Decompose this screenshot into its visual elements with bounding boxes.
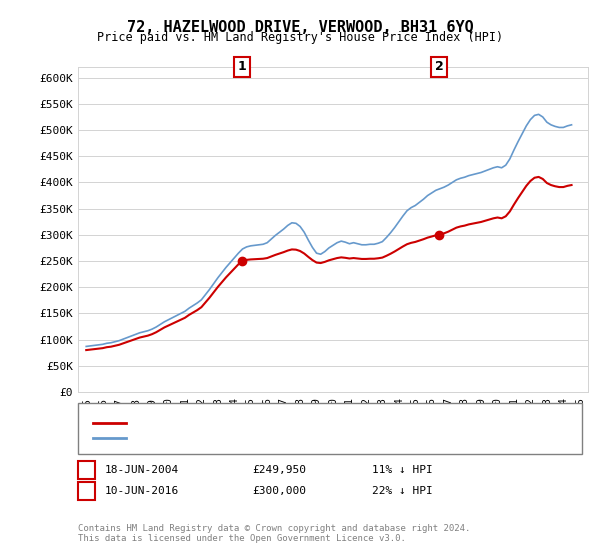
Text: 1: 1 [238,60,246,73]
Text: 2: 2 [83,484,90,497]
Text: HPI: Average price, detached house, Dorset: HPI: Average price, detached house, Dors… [129,433,392,443]
Text: 72, HAZELWOOD DRIVE, VERWOOD, BH31 6YQ: 72, HAZELWOOD DRIVE, VERWOOD, BH31 6YQ [127,20,473,35]
Text: Contains HM Land Registry data © Crown copyright and database right 2024.
This d: Contains HM Land Registry data © Crown c… [78,524,470,543]
Text: £300,000: £300,000 [252,486,306,496]
Text: 2: 2 [434,60,443,73]
Text: 11% ↓ HPI: 11% ↓ HPI [372,465,433,475]
Text: 1: 1 [83,463,90,477]
Text: 10-JUN-2016: 10-JUN-2016 [105,486,179,496]
Text: 72, HAZELWOOD DRIVE, VERWOOD, BH31 6YQ (detached house): 72, HAZELWOOD DRIVE, VERWOOD, BH31 6YQ (… [129,418,473,428]
Text: 22% ↓ HPI: 22% ↓ HPI [372,486,433,496]
Text: Price paid vs. HM Land Registry's House Price Index (HPI): Price paid vs. HM Land Registry's House … [97,31,503,44]
Text: £249,950: £249,950 [252,465,306,475]
Text: 18-JUN-2004: 18-JUN-2004 [105,465,179,475]
